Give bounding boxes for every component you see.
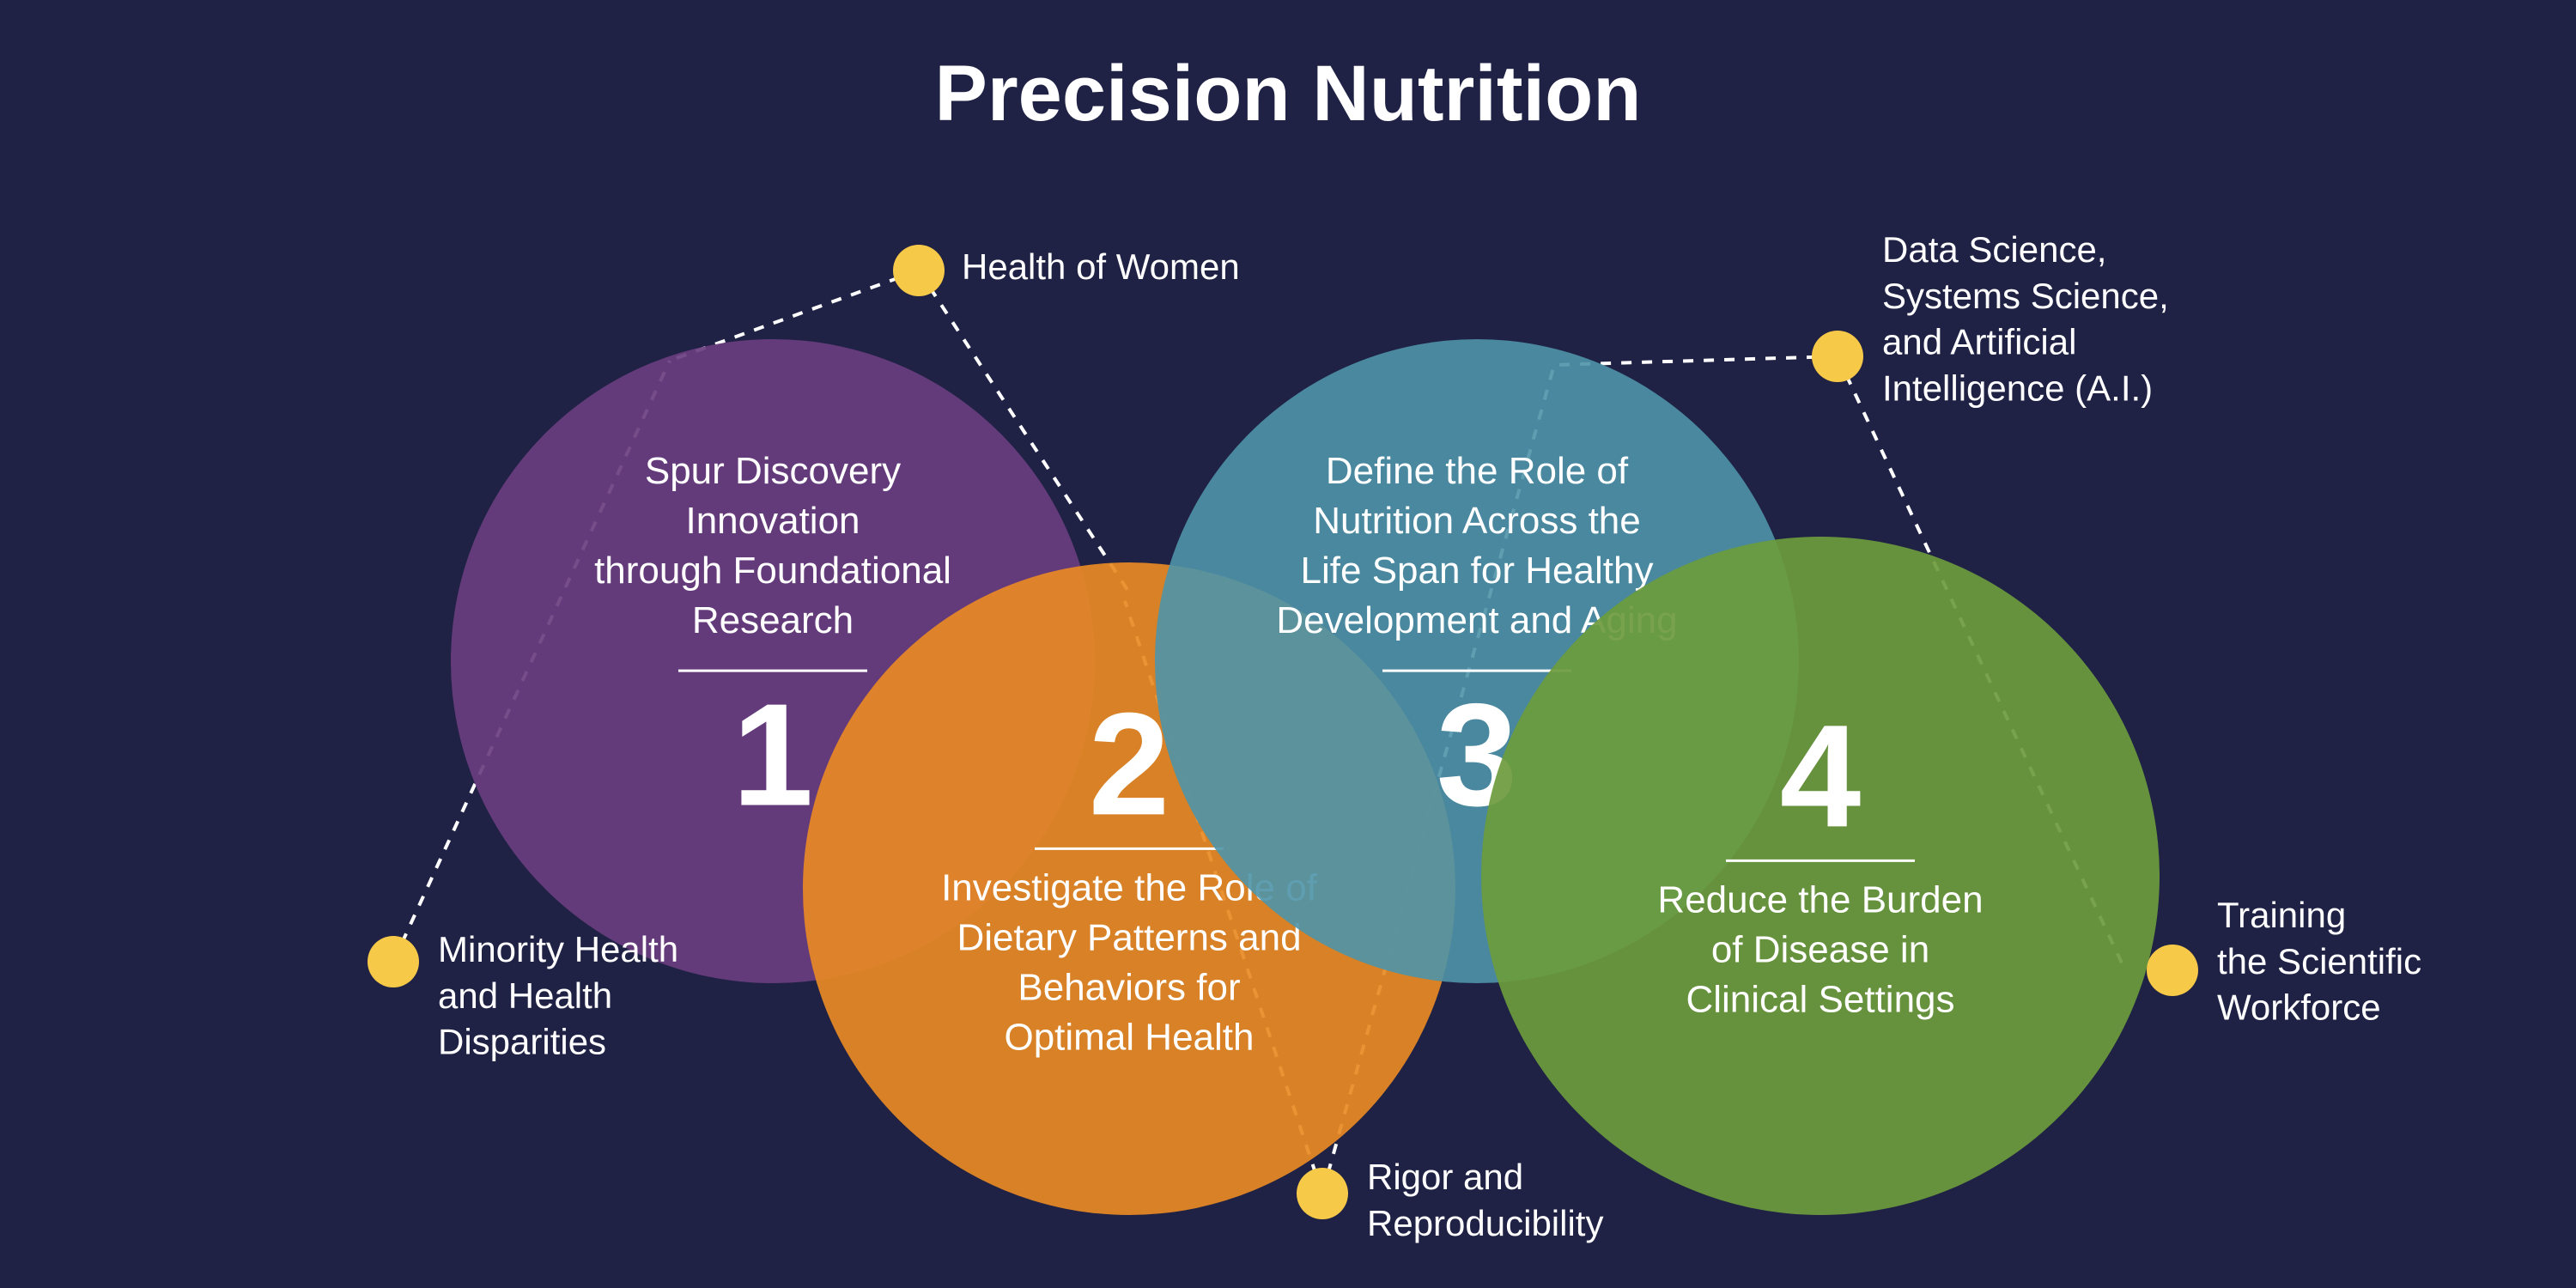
diagram-stage: Spur DiscoveryInnovationthrough Foundati… [0,0,2576,1288]
circle-4-number: 4 [1780,695,1862,858]
circle-4: 4Reduce the Burdenof Disease inClinical … [1481,537,2160,1215]
callout-rigor-dot [1297,1168,1348,1219]
callout-minority-health-dot [368,936,419,987]
circle-1-number: 1 [732,674,814,837]
circle-2-number: 2 [1089,683,1170,846]
callout-health-of-women-dot [893,245,945,296]
page-title: Precision Nutrition [935,50,1642,137]
callout-data-science-dot [1812,331,1863,382]
callout-health-of-women-label: Health of Women [962,246,1240,287]
precision-nutrition-diagram: Spur DiscoveryInnovationthrough Foundati… [0,0,2576,1288]
callout-training-dot [2147,945,2198,996]
circle-4-shape [1481,537,2160,1215]
